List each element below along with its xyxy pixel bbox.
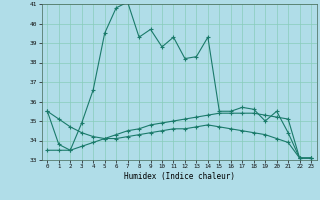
X-axis label: Humidex (Indice chaleur): Humidex (Indice chaleur) <box>124 172 235 181</box>
